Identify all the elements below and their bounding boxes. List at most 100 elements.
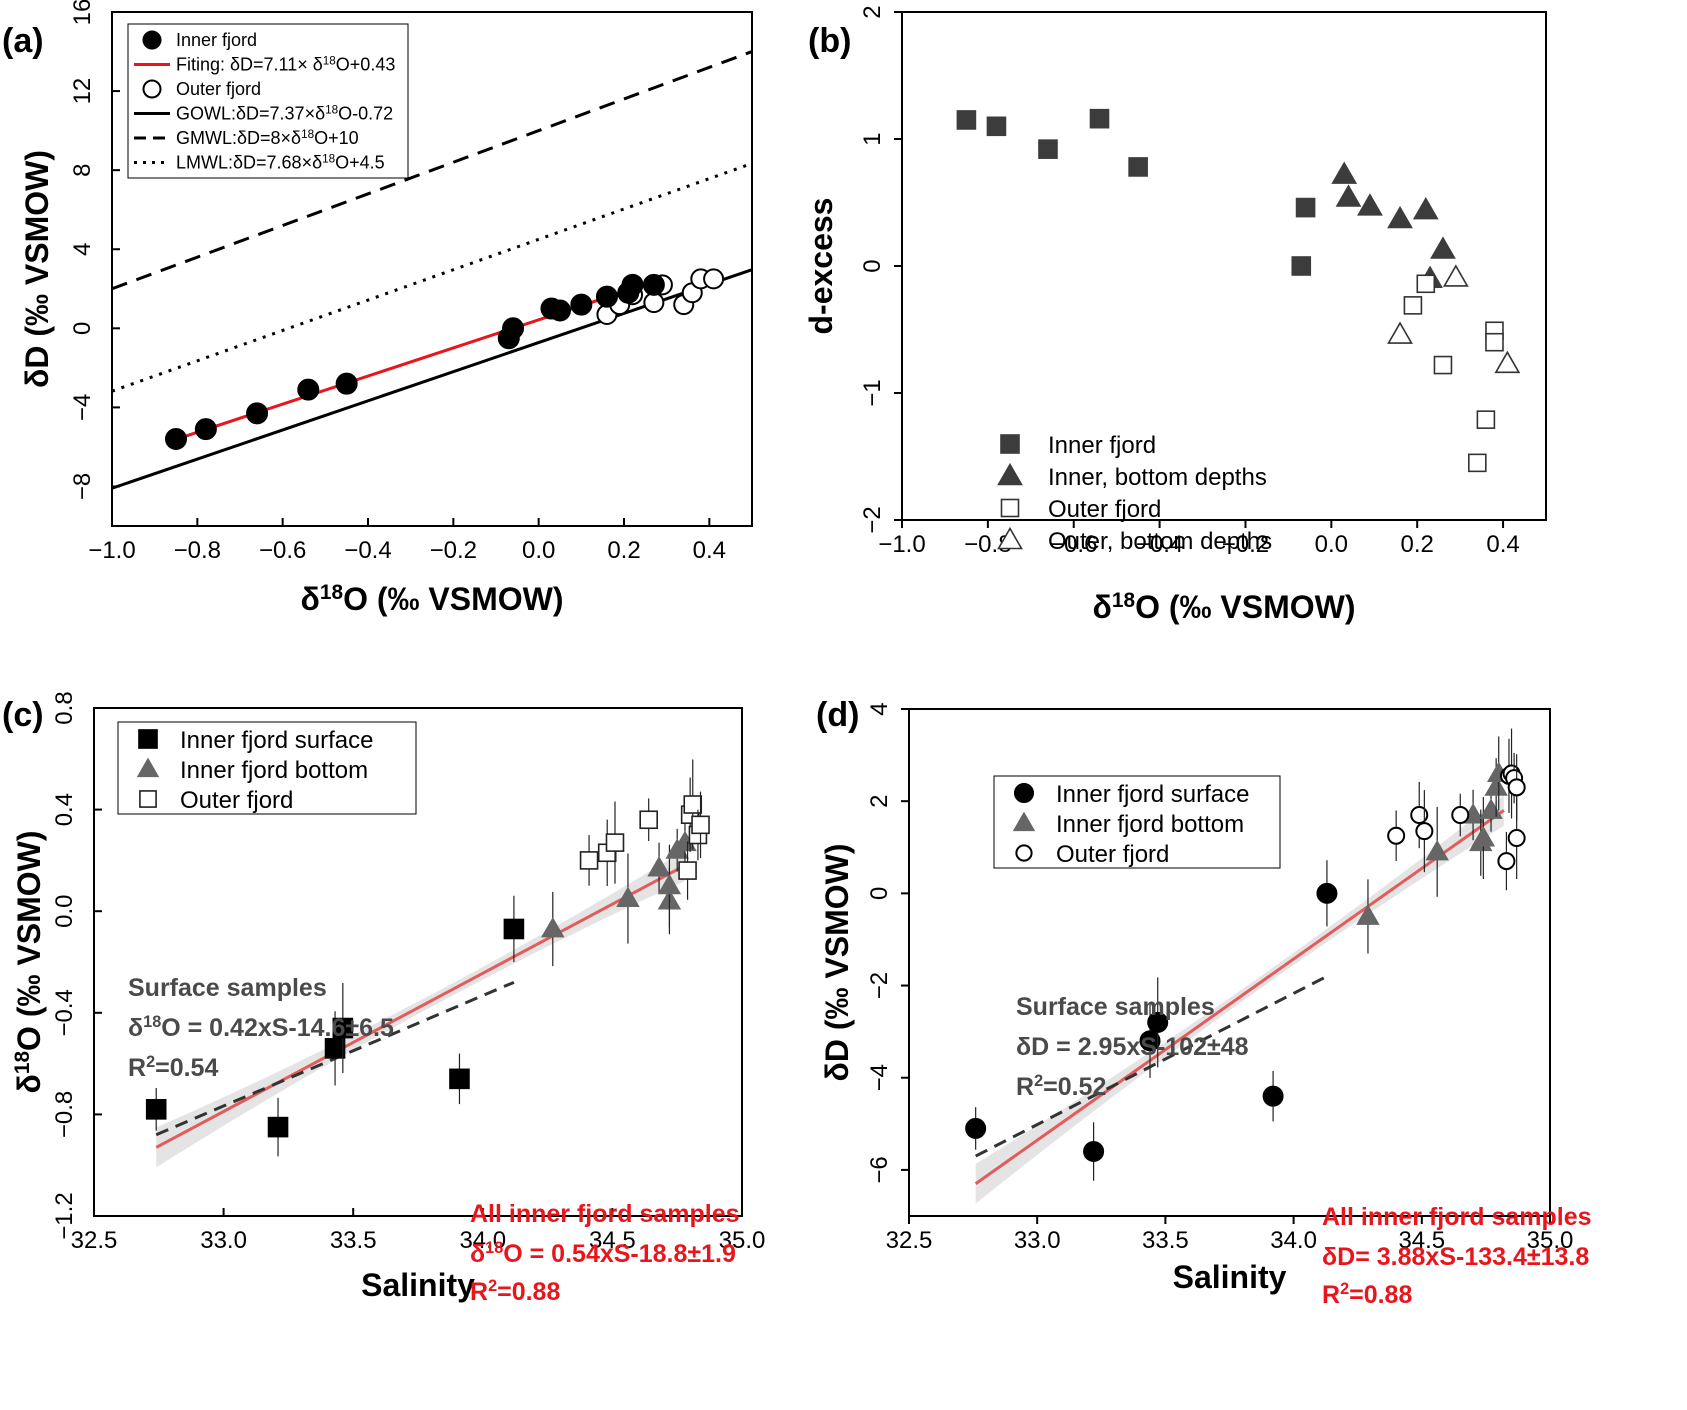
outer-fjord-point [605,833,625,852]
all-inner-title: All inner fjord samples [470,1200,740,1228]
y-tick-label: 0.8 [51,691,78,724]
legend-label: GMWL:δD=8×δ18O+10 [176,128,359,149]
x-tick-label: 34.5 [589,1227,636,1254]
inner-bottom-point [1471,826,1496,847]
inner-fjord-point [1128,157,1148,177]
outer-fjord-point [1451,806,1470,825]
legend-marker [1015,844,1033,862]
legend-marker [136,757,160,778]
inner-bottom-point [1425,839,1449,861]
legend-box [993,775,1281,869]
x-tick-label: 35.0 [719,1227,766,1254]
x-tick-label: 34.0 [1270,1227,1317,1254]
inner-surface-point [1139,1030,1161,1052]
x-tick-label: −0.2 [1222,531,1269,558]
outer-fjord-point [1468,453,1487,473]
legend-marker [142,79,162,99]
y-tick-label: −1 [859,379,886,406]
all-inner-equation: δ18O = 0.54xS-18.8±1.9 [470,1239,736,1268]
surface-equation: δ18O = 0.42xS-14.6±6.5 [128,1013,394,1042]
outer-fjord-point [703,268,725,290]
inner-fjord-point [549,299,571,322]
x-tick-label: 0.2 [607,537,640,564]
confidence-band [975,795,1504,1204]
y-axis-label: δD (‰ VSMOW) [819,843,855,1081]
legend-marker [1013,782,1035,804]
inner-fjord-point [1291,256,1312,276]
x-tick-label: 33.5 [1142,1227,1189,1254]
outer-fjord-point [1485,332,1504,352]
legend-marker [138,729,158,749]
x-tick-label: 0.4 [693,537,726,564]
y-tick-label: 2 [866,795,893,808]
outer-fjord-point [1433,355,1453,375]
surface-title: Surface samples [1016,993,1215,1021]
inner-fjord-point [621,273,644,296]
surface-fit-line [974,974,1328,1158]
inner-bottom-point [647,856,671,877]
panel-letter: (d) [816,696,859,734]
inner-surface-point [1083,1140,1105,1162]
x-tick-label: −1.0 [88,537,135,564]
inner-bottom-point [616,886,640,907]
inner-bottom-point [1335,184,1362,207]
inner-fjord-point [595,285,618,308]
legend-label: Inner fjord [176,30,257,50]
plot-frame [908,708,1551,1217]
x-tick-label: −0.2 [430,537,477,564]
outer-fjord-point [1416,274,1436,294]
inner-fjord-point [1295,197,1316,218]
x-axis-label: δ18O (‰ VSMOW) [301,581,564,618]
plot-frame [111,11,753,527]
inner-fjord-point [1038,139,1058,159]
panel-a: −1.0 −0.8 −0.6 −0.4 −0.2 0.0 0.2 0.4 −8 −4 0 4 8 12 16… [2,0,753,618]
inner-bottom-point [1412,197,1439,220]
plot-frame [93,707,743,1217]
outer-fjord-point [639,810,658,830]
legend-label: Inner fjord bottom [180,757,368,784]
inner-bottom-point [1331,161,1358,184]
outer-fjord-point [678,861,697,880]
all-inner-r2: R2=0.88 [470,1277,560,1306]
y-tick-label: 12 [69,78,96,105]
x-tick-label: 0.0 [1315,531,1348,558]
surface-r2: R2=0.52 [1016,1072,1106,1101]
x-tick-label: −0.8 [174,537,221,564]
y-tick-label: 16 [69,0,96,25]
legend-label: Outer fjord [1056,841,1169,868]
outer-fjord-point [1415,822,1434,841]
inner-bottom-point [1387,205,1413,229]
panel-b: −1.0 −0.8 −0.6 −0.4 −0.2 0.0 0.2 0.4−2−1012δ18O… [803,5,1547,625]
y-tick-label: −4 [866,1064,893,1091]
y-tick-label: 0.0 [51,895,78,928]
inner-bottom-point [1356,904,1380,925]
x-tick-label: 0.2 [1401,531,1434,558]
inner-surface-point [1147,1011,1169,1033]
x-tick-label: 33.5 [330,1227,377,1254]
x-tick-label: 34.0 [459,1227,506,1254]
inner-surface-point [267,1116,289,1138]
y-tick-label: 0 [866,887,893,900]
legend-label: Outer fjord [176,79,261,99]
legend-label: Inner fjord [1048,432,1156,459]
inner-bottom-point [541,917,565,938]
y-tick-label: −0.4 [51,989,78,1036]
panel-c: 32.5 33.0 33.5 34.0 34.5 35.0 −1.2 −0.8 −0.4 0.0 0… [2,691,765,1306]
all-inner-title: All inner fjord samples [1322,1203,1592,1231]
outer-fjord-point [643,292,665,314]
inner-surface-point [503,918,525,940]
inner-fjord-point [956,110,977,130]
legend-label: Inner fjord bottom [1056,811,1244,838]
inner-fjord-point [642,273,665,296]
y-tick-label: 0 [69,322,96,335]
legend-marker [1012,811,1036,832]
legend-label: Inner fjord surface [180,727,373,754]
outer-fjord-point [683,795,703,814]
y-tick-label: −2 [866,972,893,999]
legend-marker [142,30,162,50]
y-tick-label: −4 [69,394,96,421]
y-tick-label: 1 [859,132,886,145]
inner-surface-point [145,1099,167,1120]
legend-label: LMWL:δD=7.68×δ18O+4.5 [176,152,385,173]
inner-fjord-point [986,116,1007,137]
